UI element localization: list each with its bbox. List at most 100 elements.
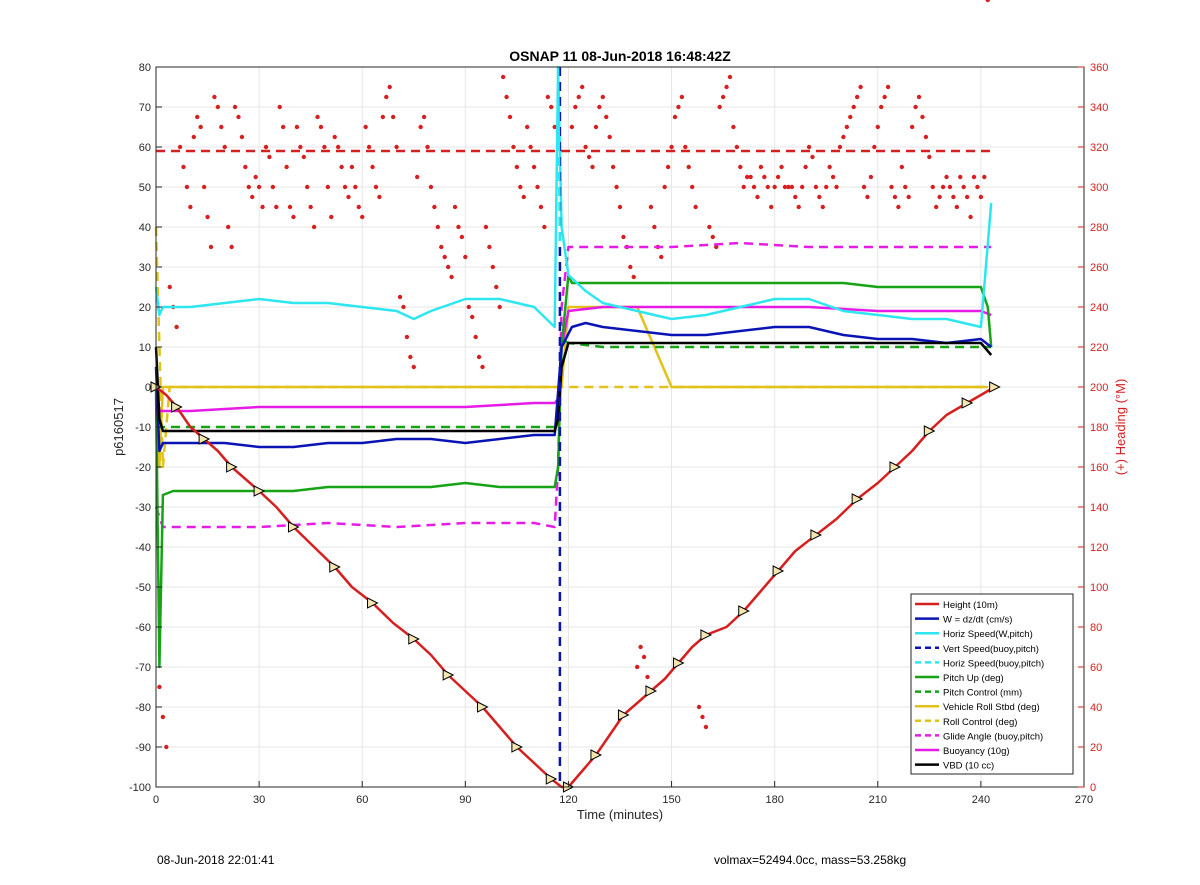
heading-point xyxy=(720,94,726,100)
heading-point xyxy=(659,254,664,260)
series-lines xyxy=(154,65,996,789)
y2-tick-label: 0 xyxy=(1090,782,1096,794)
y-tick-label: -80 xyxy=(135,702,151,714)
heading-point xyxy=(909,124,915,130)
heading-point xyxy=(473,334,478,340)
heading-point xyxy=(789,184,795,190)
heading-point xyxy=(504,94,509,100)
heading-point xyxy=(782,184,788,190)
heading-point xyxy=(707,224,712,230)
heading-point xyxy=(366,144,372,150)
heading-point xyxy=(490,264,496,270)
heading-point xyxy=(284,164,289,170)
legend-entry: Horiz Speed(W,pitch) xyxy=(943,629,1033,640)
heading-point xyxy=(291,214,296,220)
heading-point xyxy=(201,184,207,190)
heading-point xyxy=(861,184,867,190)
heading-point xyxy=(521,194,526,200)
heading-point xyxy=(954,204,960,210)
heading-point xyxy=(322,144,327,150)
heading-point xyxy=(600,94,606,100)
heading-point xyxy=(415,174,420,180)
heading-point xyxy=(872,144,877,150)
heading-point xyxy=(390,114,396,120)
heading-point xyxy=(277,104,282,110)
footer-timestamp: 08-Jun-2018 22:01:41 xyxy=(157,853,275,867)
y-tick-label: -70 xyxy=(135,662,151,674)
heading-point xyxy=(686,164,691,170)
series-line-1 xyxy=(154,321,992,453)
heading-point xyxy=(696,704,702,710)
heading-point xyxy=(356,204,361,210)
heading-point xyxy=(418,124,423,130)
heading-point xyxy=(411,364,416,370)
heading-point xyxy=(360,214,365,220)
series-line-11 xyxy=(154,341,993,433)
heading-point xyxy=(920,114,925,120)
heading-point xyxy=(617,204,623,210)
y2-tick-label: 100 xyxy=(1090,582,1108,594)
heading-point xyxy=(769,204,774,210)
heading-point xyxy=(552,124,557,130)
height-marker xyxy=(226,461,238,473)
y-tick-label: 10 xyxy=(139,342,151,354)
heading-point xyxy=(803,164,808,170)
heading-point xyxy=(964,194,970,200)
heading-point xyxy=(751,184,757,190)
heading-point xyxy=(634,664,640,670)
y2-tick-label: 240 xyxy=(1090,302,1108,314)
x-tick-label: 240 xyxy=(972,794,990,806)
heading-point xyxy=(583,144,588,150)
height-marker xyxy=(700,629,713,641)
heading-point xyxy=(164,744,169,750)
heading-point xyxy=(958,174,963,180)
y2-tick-label: 220 xyxy=(1090,342,1108,354)
heading-point xyxy=(978,194,984,200)
heading-point xyxy=(535,184,540,190)
heading-point xyxy=(518,184,523,190)
x-tick-label: 60 xyxy=(356,794,368,806)
y2-tick-label: 320 xyxy=(1090,142,1108,154)
heading-point xyxy=(679,94,685,100)
heading-point xyxy=(253,174,258,180)
heading-point xyxy=(734,144,740,150)
height-marker xyxy=(738,605,750,617)
heading-point xyxy=(305,184,310,190)
heading-point xyxy=(483,224,489,230)
heading-point xyxy=(435,224,441,230)
heading-point xyxy=(830,174,836,180)
heading-point xyxy=(439,244,444,250)
heading-point xyxy=(470,314,475,320)
heading-point xyxy=(820,204,825,210)
x-tick-label: 180 xyxy=(765,794,783,806)
x-tick-label: 0 xyxy=(153,794,159,806)
heading-point xyxy=(879,104,884,110)
legend-entry: Glide Angle (buoy,pitch) xyxy=(943,731,1043,742)
heading-point xyxy=(480,364,485,370)
heading-point xyxy=(325,184,331,190)
heading-point xyxy=(858,84,863,90)
heading-point xyxy=(848,114,853,120)
heading-point xyxy=(280,124,286,130)
heading-point xyxy=(710,234,715,240)
x-tick-label: 150 xyxy=(662,794,680,806)
heading-point xyxy=(837,144,843,150)
heading-point xyxy=(342,184,348,190)
heading-point xyxy=(738,164,743,170)
y2-tick-label: 160 xyxy=(1090,462,1108,474)
y-tick-label: -90 xyxy=(135,742,151,754)
y-tick-label: 80 xyxy=(139,62,151,74)
heading-point xyxy=(528,144,533,150)
heading-point xyxy=(772,184,777,190)
heading-point xyxy=(229,244,234,250)
heading-point xyxy=(212,94,217,100)
heading-point xyxy=(796,204,801,210)
heading-point xyxy=(913,104,918,110)
legend-entry: Horiz Speed(buoy,pitch) xyxy=(943,658,1044,669)
heading-point xyxy=(813,184,819,190)
heading-point xyxy=(610,164,616,170)
legend-entry: W = dz/dt (cm/s) xyxy=(943,615,1012,626)
heading-point xyxy=(923,134,929,140)
heading-point xyxy=(889,184,894,190)
heading-point xyxy=(621,234,626,240)
